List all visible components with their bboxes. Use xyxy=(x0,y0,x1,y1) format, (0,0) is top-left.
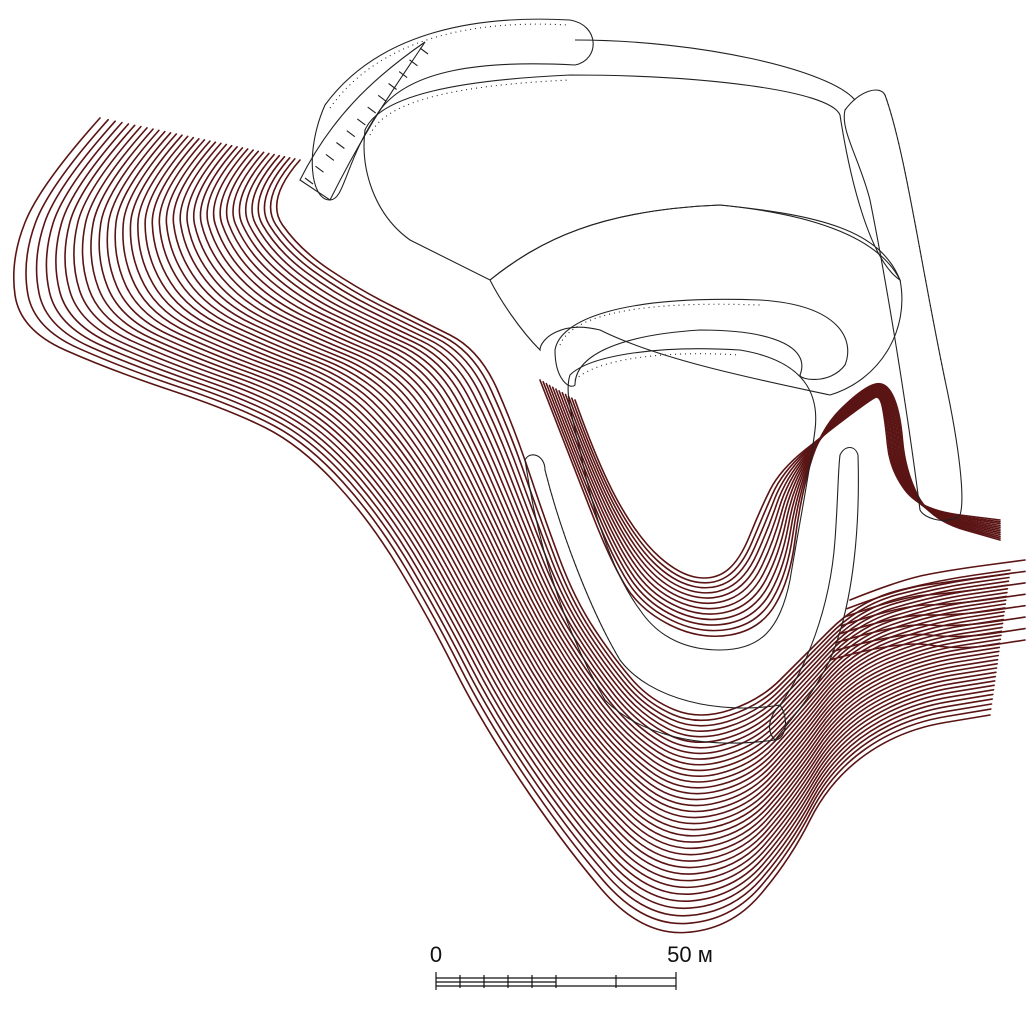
contour-line xyxy=(219,149,1007,766)
south-east-rampart-outline xyxy=(769,446,859,741)
contour-line xyxy=(90,128,997,875)
inner-ring-outline xyxy=(554,298,849,387)
scarp-hachure xyxy=(346,130,356,138)
contour-line xyxy=(551,386,1001,615)
ramparts xyxy=(299,18,963,744)
scarp-hachure xyxy=(325,153,335,161)
contour-line xyxy=(225,150,1007,760)
rampart-connector xyxy=(574,39,856,101)
contour-line xyxy=(73,125,995,889)
rampart-outline xyxy=(843,89,963,521)
contour-line xyxy=(257,155,1010,732)
contour-line xyxy=(98,129,997,869)
contour-line xyxy=(834,616,1026,644)
contour-line xyxy=(832,627,1026,653)
contour-line xyxy=(849,559,1026,601)
contour-line xyxy=(548,384,1001,621)
scarp-outline xyxy=(299,41,426,201)
contour-line xyxy=(144,136,1001,831)
contour-line xyxy=(564,392,1001,594)
inner-ring-hachure xyxy=(559,303,761,346)
scarp-hachure xyxy=(304,177,314,185)
contour-line xyxy=(35,120,993,917)
contour-line xyxy=(840,593,1026,627)
contour-line xyxy=(151,138,1001,825)
scarp-hachure xyxy=(377,94,387,102)
scarp-hachure xyxy=(388,83,397,90)
contour-line xyxy=(574,396,1001,579)
contour-line xyxy=(846,570,1026,610)
scale-label-start: 0 xyxy=(430,942,442,967)
scale-label-end: 50 м xyxy=(667,942,713,967)
contour-line xyxy=(25,118,992,925)
scale-bar: 0 50 м xyxy=(430,942,713,990)
contour-line xyxy=(179,142,1003,801)
contour-line xyxy=(245,153,1009,744)
contour-line xyxy=(158,139,1002,819)
contour-line xyxy=(199,146,1005,783)
contour-line xyxy=(45,121,993,910)
scarp-hachure xyxy=(409,59,418,67)
scarp-hachure xyxy=(336,142,345,149)
contour-line xyxy=(561,391,1001,599)
contour-line xyxy=(269,158,1011,722)
scarp-hachure xyxy=(419,47,429,55)
contour-line xyxy=(206,147,1005,777)
pit-rampart-hachure xyxy=(574,353,741,381)
scarp-hachure xyxy=(367,106,377,114)
contour-line xyxy=(558,390,1001,605)
rampart-hachure xyxy=(884,94,946,381)
inner-enclosure-outline xyxy=(363,74,902,282)
inner-enclosure-hachure xyxy=(369,79,571,136)
upper-platform-outline xyxy=(489,204,903,396)
contour-line xyxy=(837,604,1026,636)
contour-line xyxy=(542,381,1001,632)
contour-line xyxy=(64,124,995,896)
contour-line xyxy=(137,135,1000,837)
scarp-hachure xyxy=(315,165,324,173)
contour-line xyxy=(192,144,1004,789)
contour-line xyxy=(555,388,1001,610)
contour-line xyxy=(275,159,1011,716)
contour-line xyxy=(55,123,994,902)
contour-line xyxy=(238,152,1008,749)
contour-line xyxy=(829,639,1026,661)
pit-rampart-outline xyxy=(567,348,817,651)
contour-line xyxy=(122,133,999,850)
contour-line xyxy=(263,157,1010,727)
contour-line xyxy=(129,134,999,843)
contour-line xyxy=(571,395,1001,584)
contour-line xyxy=(186,143,1004,795)
contour-line xyxy=(106,130,998,862)
rampart-outline xyxy=(311,18,594,201)
contour-line xyxy=(545,382,1001,626)
contour-line xyxy=(232,151,1008,755)
scarp-hachure xyxy=(398,71,408,79)
contour-line xyxy=(172,141,1003,807)
contour-line xyxy=(12,117,991,934)
rampart-hachure xyxy=(329,23,569,109)
contour-line xyxy=(165,140,1002,813)
scarp-hachure xyxy=(356,118,366,126)
contour-line xyxy=(81,127,996,882)
contour-line xyxy=(567,393,1001,589)
contour-line xyxy=(212,148,1006,772)
contour-line xyxy=(114,132,998,856)
scale-ruler xyxy=(435,972,677,990)
contour-lines xyxy=(12,117,1026,934)
contour-line xyxy=(843,582,1026,618)
